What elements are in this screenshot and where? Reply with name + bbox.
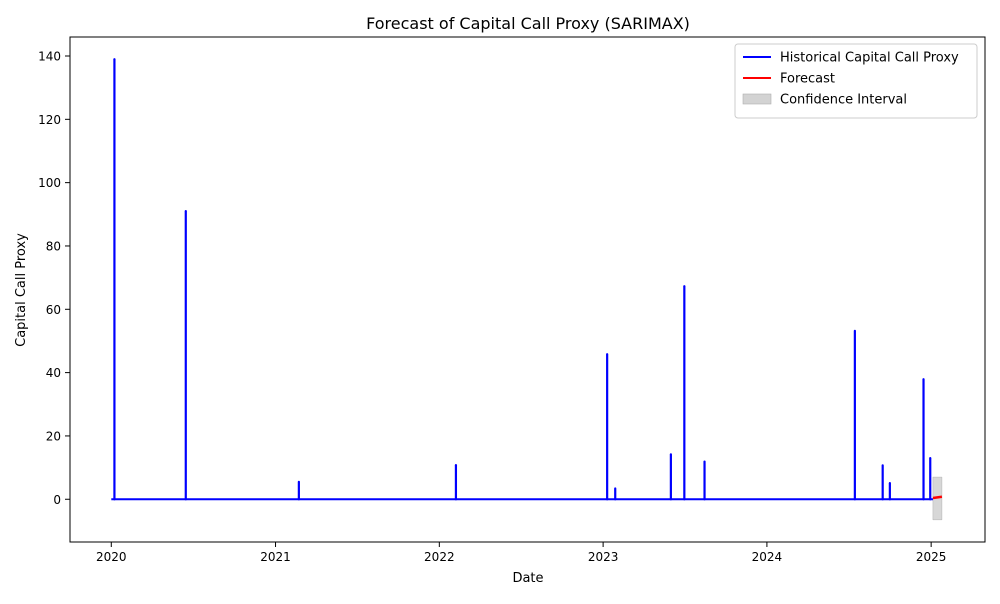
- legend-label-historical: Historical Capital Call Proxy: [780, 51, 959, 66]
- x-tick-label-1: 2021: [260, 550, 291, 564]
- y-tick-label-3: 60: [46, 303, 61, 317]
- x-tick-label-5: 2025: [916, 550, 947, 564]
- x-tick-label-0: 2020: [96, 550, 127, 564]
- x-tick-label-2: 2022: [424, 550, 455, 564]
- y-tick-label-7: 140: [38, 49, 61, 63]
- y-tick-label-4: 80: [46, 239, 61, 253]
- plot-frame: [69, 36, 986, 543]
- y-tick-label-0: 0: [53, 493, 61, 507]
- forecast-line: [932, 495, 943, 500]
- chart-title: Forecast of Capital Call Proxy (SARIMAX): [366, 14, 690, 33]
- y-axis-label: Capital Call Proxy: [14, 233, 29, 347]
- y-tick-label-1: 20: [46, 429, 61, 443]
- legend: Historical Capital Call Proxy Forecast Con…: [734, 43, 978, 119]
- x-tick-label-4: 2024: [752, 550, 783, 564]
- legend-box: [734, 43, 978, 119]
- x-axis: 2020 2021 2022 2023 2024 2025: [96, 542, 946, 564]
- y-tick-label-6: 120: [38, 113, 61, 127]
- legend-label-confidence-interval: Confidence Interval: [780, 93, 907, 108]
- x-axis-label: Date: [512, 571, 543, 586]
- legend-label-forecast: Forecast: [780, 72, 835, 87]
- x-tick-label-3: 2023: [588, 550, 619, 564]
- legend-swatch-confidence-interval: [742, 93, 772, 105]
- y-tick-label-5: 100: [38, 176, 61, 190]
- y-axis: 0 20 40 60 80 100 120 140: [38, 49, 70, 507]
- y-tick-label-2: 40: [46, 366, 61, 380]
- plot-area: [111, 58, 943, 521]
